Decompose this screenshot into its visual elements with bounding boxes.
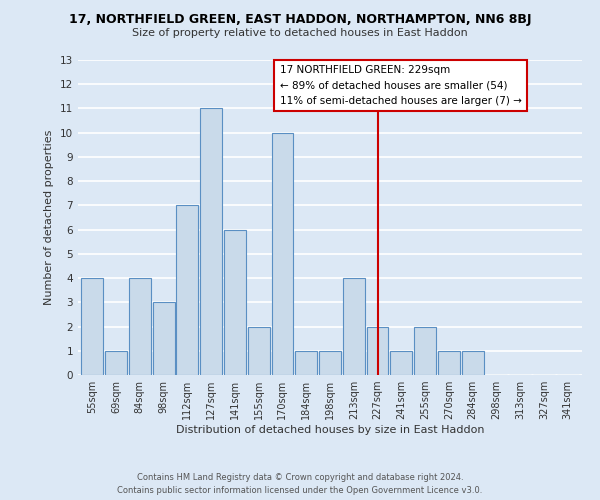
Bar (438, 351, 460, 375)
Bar (152, 302, 175, 375)
Bar (343, 278, 365, 375)
Bar (367, 326, 388, 375)
Bar (295, 351, 317, 375)
Bar (248, 326, 269, 375)
X-axis label: Distribution of detached houses by size in East Haddon: Distribution of detached houses by size … (176, 425, 484, 435)
Bar (224, 230, 246, 375)
Text: Contains HM Land Registry data © Crown copyright and database right 2024.
Contai: Contains HM Land Registry data © Crown c… (118, 473, 482, 495)
Bar (462, 351, 484, 375)
Bar (82, 278, 103, 375)
Bar (272, 132, 293, 375)
Text: 17, NORTHFIELD GREEN, EAST HADDON, NORTHAMPTON, NN6 8BJ: 17, NORTHFIELD GREEN, EAST HADDON, NORTH… (69, 12, 531, 26)
Bar (200, 108, 222, 375)
Bar (319, 351, 341, 375)
Text: 17 NORTHFIELD GREEN: 229sqm
← 89% of detached houses are smaller (54)
11% of sem: 17 NORTHFIELD GREEN: 229sqm ← 89% of det… (280, 64, 521, 106)
Bar (414, 326, 436, 375)
Bar (176, 206, 198, 375)
Y-axis label: Number of detached properties: Number of detached properties (44, 130, 55, 305)
Bar (105, 351, 127, 375)
Bar (391, 351, 412, 375)
Text: Size of property relative to detached houses in East Haddon: Size of property relative to detached ho… (132, 28, 468, 38)
Bar (129, 278, 151, 375)
